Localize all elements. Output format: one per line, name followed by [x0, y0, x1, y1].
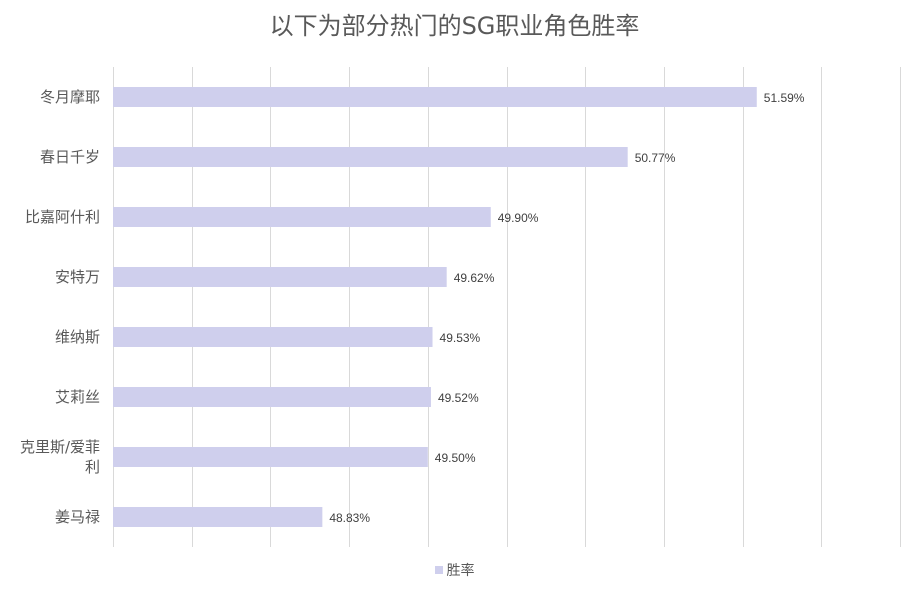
bar — [113, 87, 757, 107]
category-label-line: 春日千岁 — [40, 148, 100, 166]
chart-title: 以下为部分热门的SG职业角色胜率 — [269, 12, 640, 40]
category-label: 冬月摩耶 — [40, 88, 100, 106]
category-label: 克里斯/爱菲利 — [20, 438, 100, 476]
category-label-line: 姜马禄 — [55, 508, 100, 526]
category-label: 安特万 — [55, 268, 100, 286]
category-label: 比嘉阿什利 — [25, 208, 100, 226]
category-label-line: 利 — [85, 458, 100, 476]
data-label: 49.50% — [435, 451, 476, 465]
data-label: 49.90% — [498, 211, 539, 225]
category-label: 艾莉丝 — [55, 388, 100, 406]
category-label-line: 比嘉阿什利 — [25, 208, 100, 226]
category-label-line: 安特万 — [55, 268, 100, 286]
category-label: 春日千岁 — [40, 148, 100, 166]
bar — [113, 387, 431, 407]
data-label: 49.52% — [438, 391, 479, 405]
bar — [113, 507, 323, 527]
legend-label: 胜率 — [446, 563, 475, 579]
category-label-line: 艾莉丝 — [55, 388, 100, 406]
legend: 胜率 — [0, 560, 909, 580]
data-label: 49.53% — [440, 331, 481, 345]
bar — [113, 147, 628, 167]
category-label-line: 克里斯/爱菲 — [20, 438, 100, 456]
data-label: 51.59% — [764, 91, 805, 105]
category-label-line: 冬月摩耶 — [40, 88, 100, 106]
bar — [113, 207, 491, 227]
data-label: 50.77% — [635, 151, 676, 165]
bar — [113, 327, 433, 347]
data-label: 48.83% — [329, 511, 370, 525]
legend-swatch — [434, 566, 443, 574]
bar — [113, 267, 447, 287]
category-label: 维纳斯 — [55, 328, 100, 346]
data-label: 49.62% — [454, 271, 495, 285]
category-label: 姜马禄 — [55, 508, 100, 526]
category-label-line: 维纳斯 — [55, 328, 100, 346]
bar — [113, 447, 428, 467]
